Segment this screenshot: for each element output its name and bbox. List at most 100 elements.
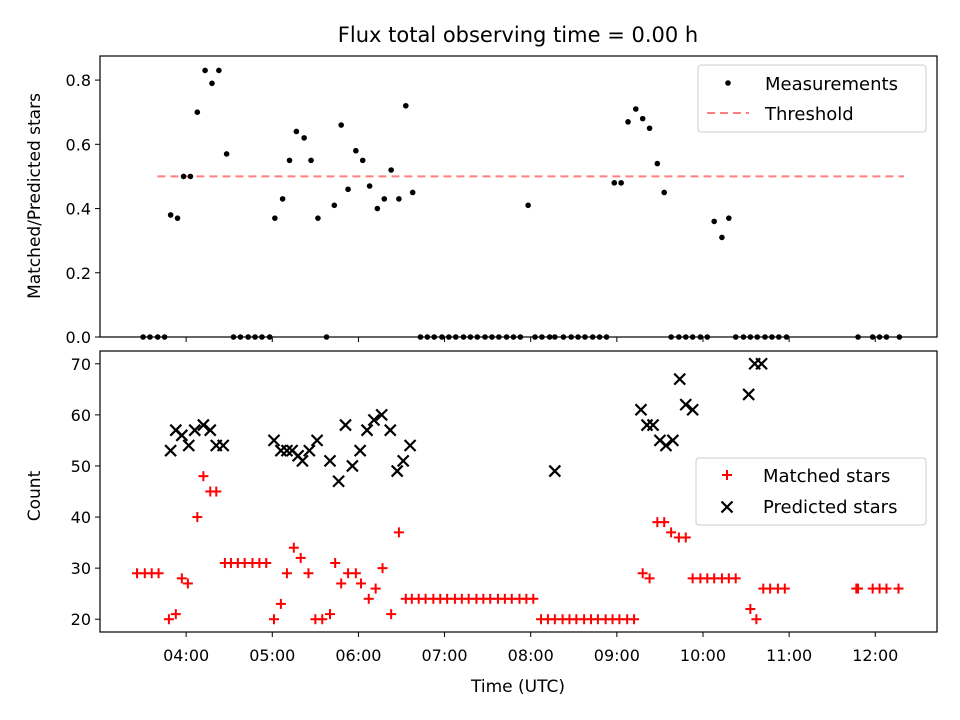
top-legend-box	[697, 64, 927, 133]
predicted-star-point	[280, 444, 294, 457]
measurement-point	[409, 189, 416, 196]
legend-measurements-marker	[725, 80, 731, 86]
measurement-point	[216, 67, 222, 74]
bottom-x-tick-label: 05:00	[249, 646, 295, 665]
bottom-x-tick-label: 09:00	[594, 646, 640, 665]
bottom-x-tick-label: 08:00	[508, 646, 554, 665]
bottom-x-tick-label: 06:00	[335, 646, 381, 665]
measurement-point	[279, 196, 286, 202]
matched-star-point	[881, 583, 892, 594]
bottom-y-axis-label: Count	[25, 470, 45, 521]
matched-star-point	[393, 527, 404, 538]
measurement-point	[331, 202, 338, 209]
matched-star-point	[269, 614, 280, 625]
predicted-star-point	[755, 357, 768, 371]
predicted-star-point	[634, 403, 648, 417]
measurement-point	[315, 215, 321, 221]
bottom-plot-frame	[99, 350, 938, 633]
measurement-point	[180, 173, 187, 180]
predicted-star-point	[203, 423, 217, 437]
measurement-point	[661, 189, 668, 196]
measurement-point	[374, 205, 381, 212]
matched-star-point	[363, 593, 374, 604]
measurement-point	[381, 196, 388, 202]
predicted-star-point	[360, 423, 374, 437]
matched-star-point	[386, 609, 397, 620]
predicted-star-point	[182, 439, 196, 452]
bottom-x-tick-label: 11:00	[766, 646, 812, 665]
predicted-star-point	[686, 403, 699, 417]
matched-star-point	[745, 604, 756, 615]
measurement-point	[338, 122, 344, 128]
matched-star-point	[330, 558, 341, 569]
bottom-panel: 20 30 40 50 60 70 04:00 05:00 06:00 07:00 08:00 09:…	[71, 350, 938, 665]
predicted-star-point	[640, 418, 654, 432]
top-y-axis-label: Matched/Predicted stars	[25, 93, 45, 299]
predicted-star-point	[390, 464, 404, 478]
measurement-point	[353, 147, 359, 154]
predicted-star-point	[216, 439, 230, 452]
matched-star-point	[644, 573, 655, 584]
bottom-x-tick-label: 07:00	[422, 646, 468, 665]
measurement-point	[194, 109, 201, 115]
matched-star-point	[170, 609, 181, 620]
matched-star-point	[637, 568, 648, 579]
matched-star-point	[377, 563, 388, 574]
matched-star-point	[153, 568, 164, 579]
measurement-point	[625, 119, 631, 125]
matched-star-point	[356, 578, 367, 589]
measurement-point	[654, 160, 661, 167]
bottom-y-tick-label: 50	[71, 457, 91, 476]
measurement-point	[293, 128, 300, 135]
predicted-star-point	[646, 418, 660, 432]
matched-star-point	[659, 517, 670, 528]
legend-threshold-label: Threshold	[764, 104, 854, 125]
matched-star-point	[211, 486, 222, 497]
measurement-point	[618, 180, 624, 186]
matched-star-point	[730, 573, 741, 584]
measurement-point	[272, 215, 278, 221]
predicted-star-point	[267, 434, 281, 447]
predicted-star-point	[403, 439, 417, 452]
predicted-star-point	[310, 434, 324, 447]
matched-star-point	[281, 568, 292, 579]
measurement-point	[223, 151, 230, 157]
top-y-tick-label: 0.4	[66, 200, 91, 219]
top-y-tick-label: 0.6	[66, 135, 91, 154]
matched-star-point	[182, 578, 193, 589]
measurement-point	[525, 202, 531, 209]
bottom-legend-box	[695, 457, 927, 526]
matched-star-point	[163, 614, 174, 625]
top-panel: 0.0 0.2 0.4 0.6 0.8 Measurements Threshold	[66, 55, 938, 347]
bottom-y-tick-label: 70	[71, 355, 91, 374]
legend-measurements-label: Measurements	[765, 74, 898, 95]
matched-star-point	[751, 614, 762, 625]
bottom-y-tick-label: 60	[71, 406, 91, 425]
predicted-star-point	[175, 429, 189, 442]
predicted-star-point	[396, 454, 410, 468]
measurement-point	[719, 234, 725, 241]
legend-predicted-marker	[720, 500, 734, 514]
predicted-star-point	[188, 423, 202, 437]
predicted-star-point	[659, 439, 673, 452]
matched-star-point	[303, 568, 314, 579]
measurement-point	[646, 125, 653, 132]
matched-star-point	[192, 512, 203, 523]
matched-star-point	[370, 583, 381, 594]
bottom-y-tick-label: 20	[71, 610, 91, 629]
bottom-legend: Matched stars Predicted stars	[695, 457, 927, 526]
matched-star-point	[198, 471, 209, 482]
predicted-star-point	[673, 372, 687, 386]
measurement-point	[366, 183, 373, 189]
predicted-star-point	[679, 398, 693, 411]
predicted-star-point	[346, 459, 359, 473]
measurement-point	[726, 215, 732, 221]
bottom-y-tick-label: 40	[71, 508, 91, 527]
top-legend: Measurements Threshold	[697, 64, 927, 133]
bottom-x-tick-label: 12:00	[852, 646, 898, 665]
legend-matched-label: Matched stars	[763, 466, 890, 487]
measurement-point	[359, 157, 366, 164]
matched-star-point	[629, 614, 640, 625]
measurement-point	[345, 186, 351, 193]
predicted-star-point	[296, 454, 309, 468]
